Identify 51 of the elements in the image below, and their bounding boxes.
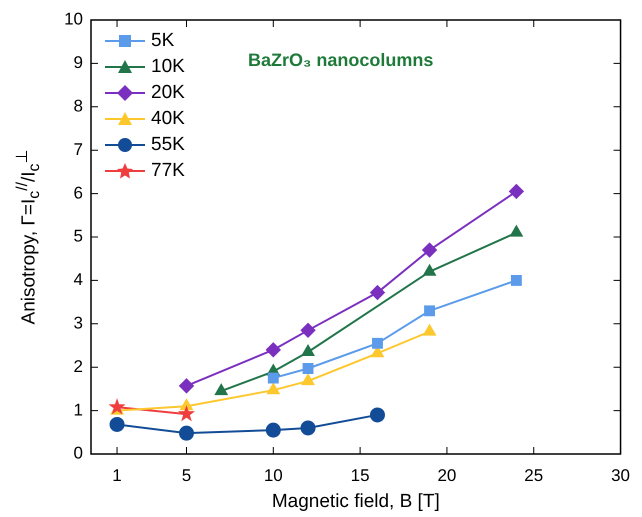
point [370, 285, 385, 300]
y-tick-label: 5 [74, 226, 83, 246]
x-tick-label: 10 [264, 466, 283, 485]
point [110, 416, 125, 432]
y-tick-label: 6 [74, 183, 83, 202]
point [510, 274, 522, 286]
legend-label: 77K [151, 160, 185, 182]
y-tick-label: 4 [74, 270, 83, 290]
point [300, 322, 316, 338]
point [268, 372, 279, 384]
point [266, 342, 281, 358]
legend-label: 55K [151, 134, 185, 156]
point [178, 405, 196, 422]
legend-label: 5K [151, 30, 174, 52]
point [510, 225, 523, 237]
point [422, 242, 438, 258]
x-tick-label: 1 [112, 466, 122, 485]
x-tick-label: 15 [350, 466, 370, 485]
point [424, 305, 436, 316]
point [266, 382, 280, 394]
point [423, 264, 436, 276]
point [266, 422, 281, 438]
point [372, 338, 383, 349]
point [423, 324, 436, 336]
point [300, 420, 316, 436]
legend-label: 20K [151, 82, 185, 104]
legend-label: 10K [151, 56, 185, 78]
legend-label: 40K [151, 108, 185, 130]
x-tick-label: 5 [182, 466, 192, 485]
y-tick-label: 10 [64, 10, 83, 29]
x-tick-label: 20 [437, 466, 456, 485]
y-tick-label: 0 [74, 444, 83, 463]
point [108, 398, 126, 414]
point [178, 426, 194, 441]
point [301, 374, 315, 386]
x-axis-title: Magnetic field, B [T] [272, 490, 440, 512]
y-tick-label: 3 [74, 313, 83, 332]
point [214, 384, 228, 396]
y-tick-label: 8 [74, 96, 83, 116]
y-tick-label: 2 [74, 356, 83, 376]
point [370, 407, 385, 422]
point [302, 363, 314, 374]
point [508, 184, 524, 199]
point [178, 378, 194, 394]
x-tick-label: 30 [611, 466, 630, 485]
y-tick-label: 7 [74, 140, 83, 159]
point [301, 344, 315, 356]
x-tick-label: 25 [524, 466, 544, 485]
y-tick-label: 9 [74, 53, 83, 72]
annotation: BaZrO₃ nanocolumns [248, 50, 434, 71]
y-tick-label: 1 [74, 400, 83, 420]
